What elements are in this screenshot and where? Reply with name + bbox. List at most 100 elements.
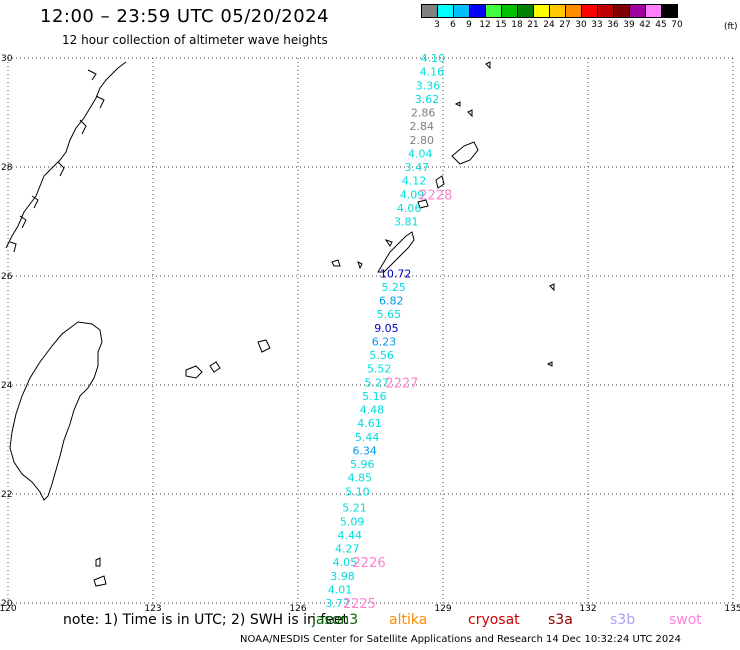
legend-label: 33 (591, 20, 603, 30)
wave-height-value: 4.01 (328, 583, 353, 596)
wave-height-value: 5.09 (340, 515, 365, 528)
wave-height-value: 3.47 (405, 161, 430, 174)
satellite-name: swot (669, 612, 702, 628)
wave-height-value: 5.52 (367, 363, 392, 376)
coastline-china-inlets (9, 69, 105, 253)
axis-tick-labels: 120 123 126 129 132 135 20 22 24 26 28 30 (0, 54, 740, 614)
wave-height-value: 3.81 (394, 216, 419, 229)
wave-height-value: 6.23 (372, 335, 397, 348)
legend-label: 3 (434, 20, 440, 30)
wave-height-value: 10.72 (380, 267, 412, 280)
lon-tick-label: 129 (434, 604, 451, 614)
wave-height-legend: 3 6 9 12 15 18 21 24 27 30 33 36 39 42 45 70 (ft) (421, 4, 740, 34)
coastline-amami (417, 175, 445, 209)
legend-label: 27 (559, 20, 571, 30)
map-subtitle: 12 hour collection of altimeter wave hei… (62, 33, 328, 47)
legend-label: 42 (639, 20, 651, 30)
lon-tick-label: 135 (724, 604, 740, 614)
wave-height-value: 2.80 (409, 134, 434, 147)
legend-label: 30 (575, 20, 587, 30)
coastline-yaeyama (185, 365, 203, 379)
legend-label: 21 (527, 20, 539, 30)
coastline-tokara (454, 61, 491, 118)
wave-height-value: 6.34 (352, 444, 377, 457)
wave-height-value: 5.27 (365, 376, 390, 389)
wave-height-value: 5.16 (362, 390, 387, 403)
lat-tick-label: 30 (1, 54, 13, 64)
wave-height-value: 6.82 (379, 295, 404, 308)
footer-note: note: 1) Time is in UTC; 2) SWH is in fe… (63, 612, 349, 628)
graticule (7, 57, 734, 604)
credit-line: NOAA/NESDIS Center for Satellite Applica… (240, 634, 682, 645)
wave-height-value: 4.06 (397, 202, 422, 215)
legend-label: 15 (495, 20, 507, 30)
coastline-okinawa (377, 231, 415, 273)
satellite-name: jason3 (312, 612, 359, 628)
wave-height-value: 4.85 (348, 472, 373, 485)
lat-tick-label: 26 (1, 272, 13, 282)
wave-height-value: 4.04 (408, 147, 433, 160)
lat-tick-label: 22 (1, 490, 12, 500)
legend-label: 9 (466, 20, 472, 30)
lat-tick-label: 24 (1, 381, 13, 391)
wave-height-value: 4.61 (357, 417, 382, 430)
legend-label: 18 (511, 20, 523, 30)
wave-height-value: 5.56 (369, 349, 394, 362)
wave-height-value: 5.21 (342, 502, 367, 515)
wave-height-value: 5.44 (355, 431, 380, 444)
coastlines (5, 61, 555, 587)
legend-unit: (ft) (724, 22, 738, 32)
coastline-okinawa-islets (331, 239, 393, 270)
wave-height-value: 5.96 (350, 458, 375, 471)
wave-height-value: 3.98 (330, 570, 355, 583)
legend-swatches (421, 4, 740, 18)
pass-time-label: 2225 (343, 597, 376, 612)
lon-tick-label: 126 (289, 604, 306, 614)
legend-swatch (661, 4, 678, 18)
coastline-yakushima (451, 141, 479, 165)
wave-height-value: 3.62 (415, 93, 440, 106)
wave-height-value: 5.25 (381, 281, 406, 294)
wave-height-value: 4.10 (421, 52, 446, 65)
legend-label: 70 (671, 20, 683, 30)
coastline-taiwan (9, 321, 103, 501)
wave-height-value: 2.84 (409, 120, 434, 133)
lon-tick-label: 132 (579, 604, 596, 614)
legend-label: 24 (543, 20, 555, 30)
wave-height-value: 4.44 (337, 529, 362, 542)
coastline-daito (546, 283, 555, 367)
wave-height-value: 5.10 (345, 485, 370, 498)
wave-height-value: 5.65 (377, 308, 402, 321)
lon-tick-label: 123 (144, 604, 161, 614)
wave-height-value: 4.09 (400, 188, 425, 201)
wave-height-value: 9.05 (374, 322, 399, 335)
satellite-name: cryosat (468, 612, 520, 628)
wave-height-value: 4.12 (402, 175, 427, 188)
wave-height-value: 4.16 (420, 66, 445, 79)
satellite-name: altika (389, 612, 428, 628)
map-title: 12:00 – 23:59 UTC 05/20/2024 (40, 6, 330, 27)
pass-time-label: 2226 (353, 556, 386, 571)
wave-height-labels: 4.104.163.363.622.862.842.804.043.474.12… (325, 52, 445, 610)
lon-tick-label: 120 (0, 604, 17, 614)
wave-height-value: 4.48 (360, 404, 385, 417)
satellite-name: s3b (610, 612, 636, 628)
wave-height-value: 4.27 (335, 543, 360, 556)
pass-time-label: 2227 (385, 376, 418, 391)
wave-height-value: 3.36 (416, 79, 441, 92)
legend-labels: 3 6 9 12 15 18 21 24 27 30 33 36 39 42 45 70 (421, 20, 740, 34)
coastline-batanes (93, 557, 107, 587)
wave-height-value: 4.05 (333, 556, 358, 569)
legend-label: 39 (623, 20, 635, 30)
legend-label: 36 (607, 20, 619, 30)
coastline-china (5, 61, 127, 249)
time-marks: 2228 2227 2226 2225 (343, 188, 452, 612)
coastline-miyako (257, 339, 271, 353)
wave-height-value: 3.77 (325, 597, 350, 610)
coastline-ishigaki (209, 361, 221, 373)
lat-tick-label: 20 (1, 599, 13, 609)
legend-label: 12 (479, 20, 491, 30)
legend-label: 6 (450, 20, 456, 30)
satellite-name: s3a (548, 612, 573, 628)
